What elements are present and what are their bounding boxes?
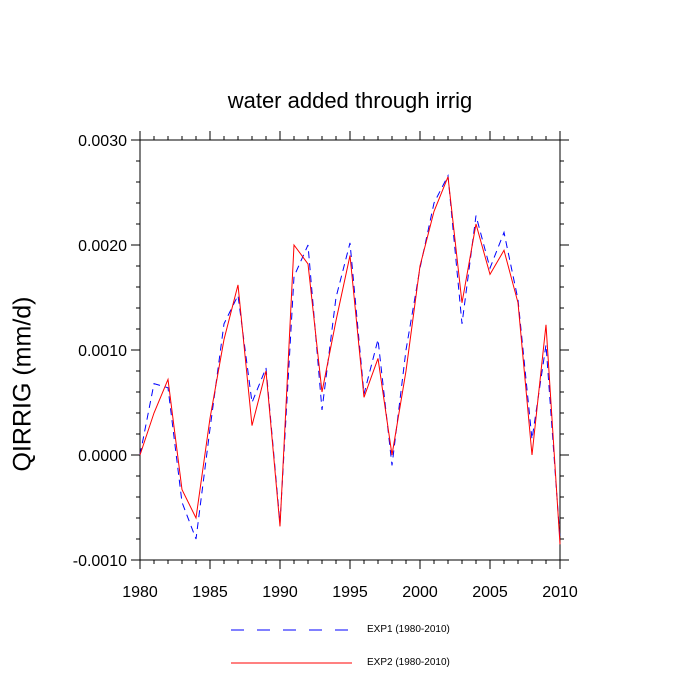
y-tick-label: -0.0010: [73, 553, 127, 570]
x-tick-label: 2000: [402, 584, 438, 601]
series-line-1: [139, 173, 561, 540]
x-tick-label: 1980: [122, 584, 158, 601]
x-tick-label: 2005: [472, 584, 508, 601]
x-tick-label: 1985: [192, 584, 228, 601]
x-tick-label: 2010: [542, 584, 578, 601]
x-tick-label: 1990: [262, 584, 298, 601]
plot-frame: [139, 139, 561, 561]
legend-label-exp2: EXP2 (1980-2010): [367, 657, 450, 668]
y-tick-label: 0.0010: [78, 343, 127, 360]
x-tick-label: 1995: [332, 584, 368, 601]
series-line-2: [139, 176, 561, 545]
y-tick-label: 0.0020: [78, 238, 127, 255]
y-tick-label: 0.0030: [78, 133, 127, 150]
chart-title: water added through irrig: [227, 88, 473, 113]
legend-label-exp1: EXP1 (1980-2010): [367, 624, 450, 635]
y-axis-label: QIRRIG (mm/d): [8, 296, 37, 472]
y-tick-label: 0.0000: [78, 448, 127, 465]
